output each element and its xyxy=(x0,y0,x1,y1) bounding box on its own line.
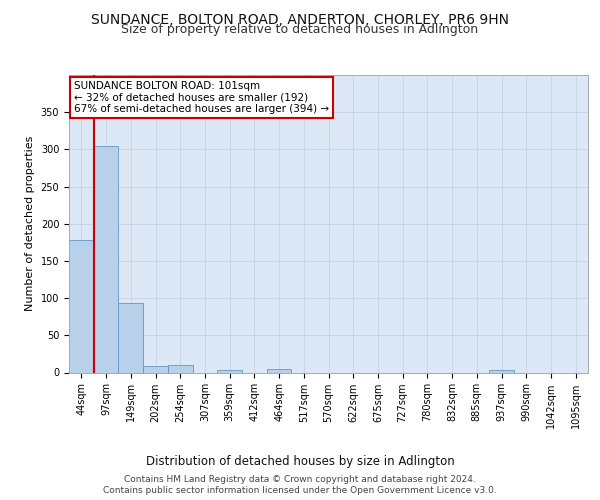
Text: SUNDANCE BOLTON ROAD: 101sqm
← 32% of detached houses are smaller (192)
67% of s: SUNDANCE BOLTON ROAD: 101sqm ← 32% of de… xyxy=(74,81,329,114)
Text: SUNDANCE, BOLTON ROAD, ANDERTON, CHORLEY, PR6 9HN: SUNDANCE, BOLTON ROAD, ANDERTON, CHORLEY… xyxy=(91,12,509,26)
Bar xyxy=(94,146,118,372)
Bar xyxy=(69,240,94,372)
Text: Size of property relative to detached houses in Adlington: Size of property relative to detached ho… xyxy=(121,22,479,36)
Text: Contains HM Land Registry data © Crown copyright and database right 2024.: Contains HM Land Registry data © Crown c… xyxy=(124,475,476,484)
Text: Contains public sector information licensed under the Open Government Licence v3: Contains public sector information licen… xyxy=(103,486,497,495)
Bar xyxy=(267,369,292,372)
Bar xyxy=(143,366,168,372)
Bar xyxy=(168,365,193,372)
Text: Distribution of detached houses by size in Adlington: Distribution of detached houses by size … xyxy=(146,454,454,468)
Bar xyxy=(217,370,242,372)
Bar xyxy=(118,304,143,372)
Bar xyxy=(489,370,514,372)
Y-axis label: Number of detached properties: Number of detached properties xyxy=(25,136,35,312)
